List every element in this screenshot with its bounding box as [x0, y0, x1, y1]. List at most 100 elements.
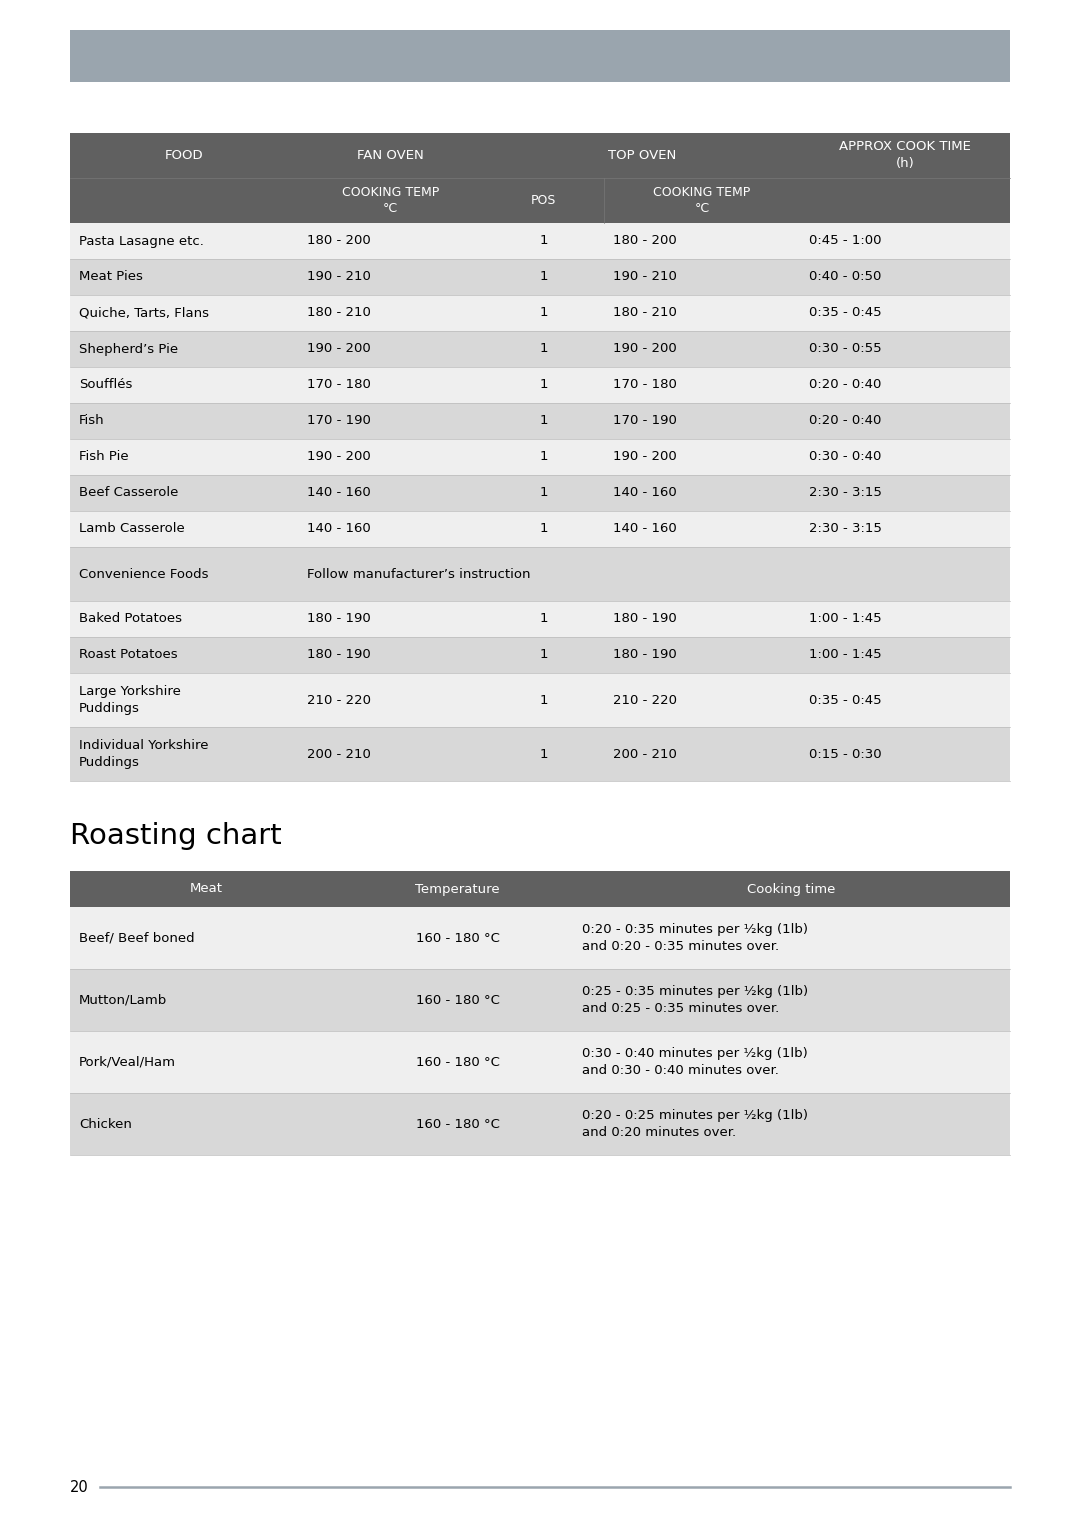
Text: Fish: Fish: [79, 414, 105, 428]
Text: Roasting chart: Roasting chart: [70, 823, 282, 850]
Bar: [70, 511, 1010, 547]
Text: 190 - 200: 190 - 200: [307, 451, 370, 463]
Text: 140 - 160: 140 - 160: [612, 523, 676, 535]
Text: 160 - 180 °C: 160 - 180 °C: [416, 994, 500, 1006]
Text: 190 - 200: 190 - 200: [307, 342, 370, 356]
Bar: [70, 673, 1010, 726]
Bar: [70, 872, 1010, 907]
Bar: [70, 638, 1010, 673]
Bar: [70, 969, 1010, 1031]
Bar: [70, 295, 1010, 330]
Text: 180 - 210: 180 - 210: [307, 306, 370, 320]
Text: 160 - 180 °C: 160 - 180 °C: [416, 1055, 500, 1069]
Text: 180 - 200: 180 - 200: [307, 234, 370, 248]
Text: 200 - 210: 200 - 210: [307, 748, 370, 760]
Text: 1: 1: [539, 748, 548, 760]
Text: Beef Casserole: Beef Casserole: [79, 486, 178, 500]
Bar: [70, 601, 1010, 638]
Bar: [70, 133, 1010, 223]
Text: APPROX COOK TIME
(h): APPROX COOK TIME (h): [839, 141, 971, 171]
Text: 1: 1: [539, 379, 548, 391]
Text: Meat Pies: Meat Pies: [79, 271, 143, 283]
Text: 1: 1: [539, 271, 548, 283]
Text: 170 - 190: 170 - 190: [307, 414, 370, 428]
Text: 0:30 - 0:40: 0:30 - 0:40: [809, 451, 881, 463]
Bar: [70, 547, 1010, 601]
Text: 0:20 - 0:25 minutes per ½kg (1lb)
and 0:20 minutes over.: 0:20 - 0:25 minutes per ½kg (1lb) and 0:…: [582, 1109, 808, 1139]
Text: 1: 1: [539, 306, 548, 320]
Bar: [70, 367, 1010, 404]
Text: 190 - 210: 190 - 210: [612, 271, 676, 283]
Text: 0:30 - 0:40 minutes per ½kg (1lb)
and 0:30 - 0:40 minutes over.: 0:30 - 0:40 minutes per ½kg (1lb) and 0:…: [582, 1047, 808, 1076]
Text: 210 - 220: 210 - 220: [307, 694, 370, 706]
Text: Mutton/Lamb: Mutton/Lamb: [79, 994, 167, 1006]
Text: 0:35 - 0:45: 0:35 - 0:45: [809, 306, 881, 320]
Text: 210 - 220: 210 - 220: [612, 694, 677, 706]
Text: 180 - 190: 180 - 190: [307, 648, 370, 662]
Text: Chicken: Chicken: [79, 1118, 132, 1130]
Text: 170 - 190: 170 - 190: [612, 414, 676, 428]
Text: Large Yorkshire
Puddings: Large Yorkshire Puddings: [79, 685, 180, 716]
Text: 180 - 210: 180 - 210: [612, 306, 676, 320]
Text: 1: 1: [539, 451, 548, 463]
Text: 170 - 180: 170 - 180: [307, 379, 370, 391]
Text: 0:30 - 0:55: 0:30 - 0:55: [809, 342, 881, 356]
Text: COOKING TEMP
°C: COOKING TEMP °C: [653, 185, 751, 216]
Text: Pork/Veal/Ham: Pork/Veal/Ham: [79, 1055, 176, 1069]
Text: 180 - 190: 180 - 190: [612, 613, 676, 625]
Text: 190 - 200: 190 - 200: [612, 451, 676, 463]
Text: 0:20 - 0:40: 0:20 - 0:40: [809, 379, 881, 391]
Text: COOKING TEMP
°C: COOKING TEMP °C: [342, 185, 440, 216]
Text: 190 - 200: 190 - 200: [612, 342, 676, 356]
Text: Quiche, Tarts, Flans: Quiche, Tarts, Flans: [79, 306, 210, 320]
Text: 0:15 - 0:30: 0:15 - 0:30: [809, 748, 881, 760]
Text: 0:40 - 0:50: 0:40 - 0:50: [809, 271, 881, 283]
Text: Meat: Meat: [190, 882, 222, 896]
Text: 1: 1: [539, 234, 548, 248]
Text: 160 - 180 °C: 160 - 180 °C: [416, 1118, 500, 1130]
Text: 170 - 180: 170 - 180: [612, 379, 676, 391]
Text: 140 - 160: 140 - 160: [307, 523, 370, 535]
Text: FOOD: FOOD: [164, 148, 203, 162]
Bar: [70, 726, 1010, 781]
Text: 1: 1: [539, 414, 548, 428]
Text: FAN OVEN: FAN OVEN: [357, 148, 424, 162]
Text: 0:20 - 0:35 minutes per ½kg (1lb)
and 0:20 - 0:35 minutes over.: 0:20 - 0:35 minutes per ½kg (1lb) and 0:…: [582, 924, 808, 953]
Text: 2:30 - 3:15: 2:30 - 3:15: [809, 523, 882, 535]
Text: Baked Potatoes: Baked Potatoes: [79, 613, 183, 625]
Text: 200 - 210: 200 - 210: [612, 748, 676, 760]
Bar: [70, 439, 1010, 476]
Text: Beef/ Beef boned: Beef/ Beef boned: [79, 931, 194, 945]
Text: Follow manufacturer’s instruction: Follow manufacturer’s instruction: [307, 567, 530, 581]
Text: Individual Yorkshire
Puddings: Individual Yorkshire Puddings: [79, 739, 208, 769]
Bar: [70, 330, 1010, 367]
Bar: [70, 907, 1010, 969]
Text: Shepherd’s Pie: Shepherd’s Pie: [79, 342, 178, 356]
Bar: [70, 1031, 1010, 1093]
Text: 0:45 - 1:00: 0:45 - 1:00: [809, 234, 881, 248]
Text: Pasta Lasagne etc.: Pasta Lasagne etc.: [79, 234, 204, 248]
Bar: [70, 1093, 1010, 1154]
Text: 1: 1: [539, 648, 548, 662]
Text: 1: 1: [539, 613, 548, 625]
Text: 1: 1: [539, 523, 548, 535]
Text: 180 - 190: 180 - 190: [612, 648, 676, 662]
Text: 190 - 210: 190 - 210: [307, 271, 370, 283]
Text: Lamb Casserole: Lamb Casserole: [79, 523, 185, 535]
Text: 180 - 190: 180 - 190: [307, 613, 370, 625]
Text: 140 - 160: 140 - 160: [612, 486, 676, 500]
Text: 1:00 - 1:45: 1:00 - 1:45: [809, 648, 881, 662]
Text: 0:20 - 0:40: 0:20 - 0:40: [809, 414, 881, 428]
Bar: [70, 223, 1010, 258]
Text: Soufflés: Soufflés: [79, 379, 133, 391]
Text: 1: 1: [539, 342, 548, 356]
Text: 2:30 - 3:15: 2:30 - 3:15: [809, 486, 882, 500]
Text: 1: 1: [539, 486, 548, 500]
Bar: [70, 404, 1010, 439]
Bar: [70, 258, 1010, 295]
Bar: [70, 31, 1010, 83]
Text: 140 - 160: 140 - 160: [307, 486, 370, 500]
Text: Cooking time: Cooking time: [747, 882, 836, 896]
Text: Convenience Foods: Convenience Foods: [79, 567, 208, 581]
Text: 0:25 - 0:35 minutes per ½kg (1lb)
and 0:25 - 0:35 minutes over.: 0:25 - 0:35 minutes per ½kg (1lb) and 0:…: [582, 985, 808, 1015]
